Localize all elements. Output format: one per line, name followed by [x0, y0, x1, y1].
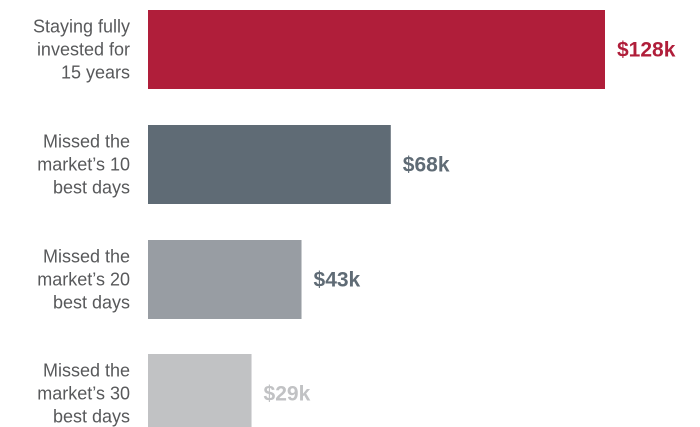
bar-3	[148, 354, 252, 427]
bars-group	[148, 10, 605, 427]
bar-0	[148, 10, 605, 89]
category-label-1: Missed the market’s 10 best days	[37, 132, 130, 198]
category-label-line: invested for	[37, 40, 130, 60]
category-label-line: best days	[53, 178, 130, 198]
category-label-line: best days	[53, 293, 130, 313]
value-label-3: $29k	[264, 383, 311, 406]
value-labels-group: $128k $68k $43k $29k	[264, 39, 676, 406]
category-label-line: 15 years	[61, 63, 130, 83]
category-label-line: market’s 10	[37, 155, 130, 175]
bar-2	[148, 240, 302, 319]
category-label-line: market’s 30	[37, 384, 130, 404]
category-labels-group: Staying fully invested for 15 years Missed …	[33, 17, 130, 427]
value-label-0: $128k	[617, 39, 676, 62]
category-label-0: Staying fully invested for 15 years	[33, 17, 130, 83]
category-label-line: Staying fully	[33, 17, 130, 37]
category-label-3: Missed the market’s 30 best days	[37, 361, 130, 427]
value-label-2: $43k	[314, 269, 361, 292]
category-label-line: Missed the	[43, 361, 130, 381]
category-label-line: market’s 20	[37, 270, 130, 290]
bar-1	[148, 125, 391, 204]
category-label-line: Missed the	[43, 132, 130, 152]
value-label-1: $68k	[403, 154, 450, 177]
category-label-line: best days	[53, 407, 130, 427]
category-label-line: Missed the	[43, 247, 130, 267]
category-label-2: Missed the market’s 20 best days	[37, 247, 130, 313]
